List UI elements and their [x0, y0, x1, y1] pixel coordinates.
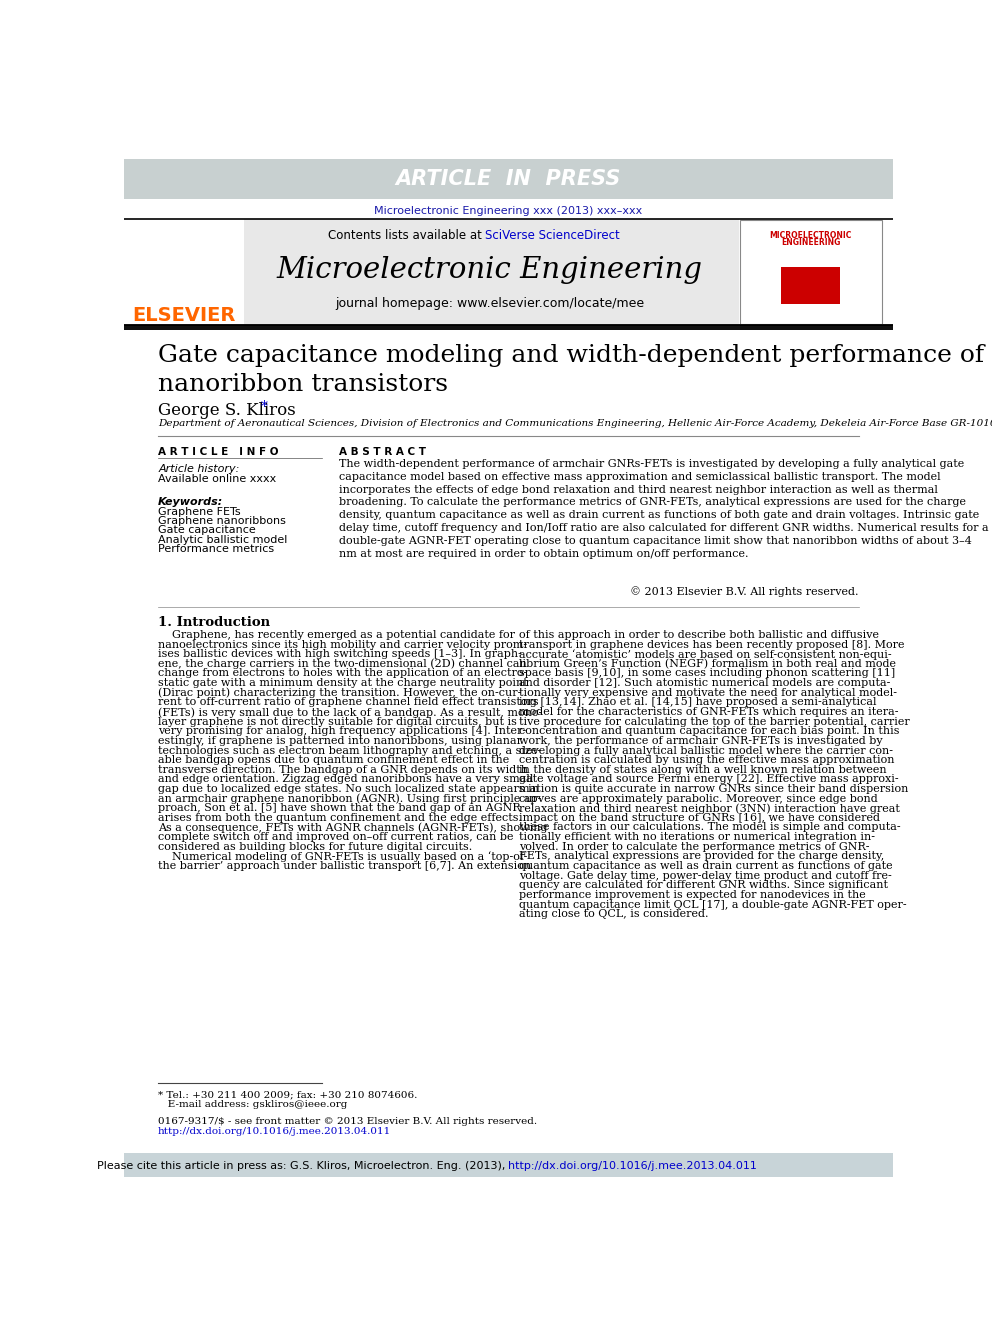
- Bar: [782, 266, 840, 303]
- Text: 1. Introduction: 1. Introduction: [158, 617, 270, 630]
- Text: transport in graphene devices has been recently proposed [8]. More: transport in graphene devices has been r…: [519, 639, 905, 650]
- Bar: [244, 218, 739, 325]
- Text: ELSEVIER: ELSEVIER: [132, 307, 235, 325]
- Text: and edge orientation. Zigzag edged nanoribbons have a very small: and edge orientation. Zigzag edged nanor…: [158, 774, 534, 785]
- Text: estingly, if graphene is patterned into nanoribbons, using planar: estingly, if graphene is patterned into …: [158, 736, 522, 746]
- Text: able bandgap opens due to quantum confinement effect in the: able bandgap opens due to quantum confin…: [158, 755, 509, 765]
- Text: quantum capacitance as well as drain current as functions of gate: quantum capacitance as well as drain cur…: [519, 861, 893, 871]
- Bar: [740, 221, 882, 324]
- Text: of this approach in order to describe both ballistic and diffusive: of this approach in order to describe bo…: [519, 630, 879, 640]
- Text: ENGINEERING: ENGINEERING: [781, 238, 840, 247]
- Bar: [124, 324, 893, 329]
- Text: centration is calculated by using the effective mass approximation: centration is calculated by using the ef…: [519, 755, 895, 765]
- Bar: [124, 1152, 893, 1177]
- Text: (FETs) is very small due to the lack of a bandgap. As a result, mono-: (FETs) is very small due to the lack of …: [158, 706, 543, 717]
- Text: ating close to QCL, is considered.: ating close to QCL, is considered.: [519, 909, 708, 919]
- Text: developing a fully analytical ballistic model where the carrier con-: developing a fully analytical ballistic …: [519, 745, 893, 755]
- Text: space basis [9,10], in some cases including phonon scattering [11]: space basis [9,10], in some cases includ…: [519, 668, 896, 679]
- Text: E-mail address: gskliros@ieee.org: E-mail address: gskliros@ieee.org: [158, 1101, 347, 1110]
- Text: very promising for analog, high frequency applications [4]. Inter-: very promising for analog, high frequenc…: [158, 726, 526, 737]
- Text: static gate with a minimum density at the charge neutrality point: static gate with a minimum density at th…: [158, 679, 528, 688]
- Text: arises from both the quantum confinement and the edge effects.: arises from both the quantum confinement…: [158, 812, 522, 823]
- Text: * Tel.: +30 211 400 2009; fax: +30 210 8074606.: * Tel.: +30 211 400 2009; fax: +30 210 8…: [158, 1090, 418, 1099]
- Text: considered as building blocks for future digital circuits.: considered as building blocks for future…: [158, 841, 472, 852]
- Text: Please cite this article in press as: G.S. Kliros, Microelectron. Eng. (2013),: Please cite this article in press as: G.…: [96, 1160, 509, 1171]
- Text: quantum capacitance limit QCL [17], a double-gate AGNR-FET oper-: quantum capacitance limit QCL [17], a do…: [519, 900, 907, 909]
- Text: ing [13,14]. Zhao et al. [14,15] have proposed a semi-analytical: ing [13,14]. Zhao et al. [14,15] have pr…: [519, 697, 877, 708]
- Text: tionally very expensive and motivate the need for analytical model-: tionally very expensive and motivate the…: [519, 688, 897, 697]
- Text: ARTICLE  IN  PRESS: ARTICLE IN PRESS: [396, 169, 621, 189]
- Bar: [132, 238, 240, 321]
- Text: quency are calculated for different GNR widths. Since significant: quency are calculated for different GNR …: [519, 880, 888, 890]
- Text: mation is quite accurate in narrow GNRs since their band dispersion: mation is quite accurate in narrow GNRs …: [519, 785, 909, 794]
- Text: curves are approximately parabolic. Moreover, since edge bond: curves are approximately parabolic. More…: [519, 794, 878, 803]
- Text: layer graphene is not directly suitable for digital circuits, but is: layer graphene is not directly suitable …: [158, 717, 517, 726]
- Text: nanoelectronics since its high mobility and carrier velocity prom-: nanoelectronics since its high mobility …: [158, 639, 527, 650]
- Text: an armchair graphene nanoribbon (AGNR). Using first principle ap-: an armchair graphene nanoribbon (AGNR). …: [158, 794, 542, 804]
- Text: A R T I C L E   I N F O: A R T I C L E I N F O: [158, 447, 279, 456]
- Text: work, the performance of armchair GNR-FETs is investigated by: work, the performance of armchair GNR-FE…: [519, 736, 883, 746]
- Text: Graphene nanoribbons: Graphene nanoribbons: [158, 516, 286, 527]
- Text: concentration and quantum capacitance for each bias point. In this: concentration and quantum capacitance fo…: [519, 726, 900, 737]
- Text: FETs, analytical expressions are provided for the charge density,: FETs, analytical expressions are provide…: [519, 852, 885, 861]
- Text: SciVerse ScienceDirect: SciVerse ScienceDirect: [485, 229, 620, 242]
- Text: complete switch off and improved on–off current ratios, can be: complete switch off and improved on–off …: [158, 832, 514, 843]
- Text: As a consequence, FETs with AGNR channels (AGNR-FETs), showing: As a consequence, FETs with AGNR channel…: [158, 823, 548, 833]
- Text: tive procedure for calculating the top of the barrier potential, carrier: tive procedure for calculating the top o…: [519, 717, 910, 726]
- Text: performance improvement is expected for nanodevices in the: performance improvement is expected for …: [519, 890, 866, 900]
- Text: Gate capacitance: Gate capacitance: [158, 525, 256, 536]
- Text: voltage. Gate delay time, power-delay time product and cutoff fre-: voltage. Gate delay time, power-delay ti…: [519, 871, 892, 881]
- Text: journal homepage: www.elsevier.com/locate/mee: journal homepage: www.elsevier.com/locat…: [335, 298, 645, 310]
- Text: 0167-9317/$ - see front matter © 2013 Elsevier B.V. All rights reserved.: 0167-9317/$ - see front matter © 2013 El…: [158, 1117, 538, 1126]
- Text: Contents lists available at: Contents lists available at: [327, 229, 485, 242]
- Text: these factors in our calculations. The model is simple and computa-: these factors in our calculations. The m…: [519, 823, 901, 832]
- Text: technologies such as electron beam lithography and etching, a size-: technologies such as electron beam litho…: [158, 745, 542, 755]
- Text: Microelectronic Engineering: Microelectronic Engineering: [277, 257, 702, 284]
- Text: volved. In order to calculate the performance metrics of GNR-: volved. In order to calculate the perfor…: [519, 841, 870, 852]
- Text: gate voltage and source Fermi energy [22]. Effective mass approxi-: gate voltage and source Fermi energy [22…: [519, 774, 899, 785]
- Text: MICROELECTRONIC: MICROELECTRONIC: [770, 232, 852, 241]
- Text: http://dx.doi.org/10.1016/j.mee.2013.04.011: http://dx.doi.org/10.1016/j.mee.2013.04.…: [158, 1127, 392, 1135]
- Text: impact on the band structure of GNRs [16], we have considered: impact on the band structure of GNRs [16…: [519, 812, 880, 823]
- Text: Analytic ballistic model: Analytic ballistic model: [158, 534, 288, 545]
- Text: © 2013 Elsevier B.V. All rights reserved.: © 2013 Elsevier B.V. All rights reserved…: [630, 586, 859, 597]
- Text: tionally efficient with no iterations or numerical integration in-: tionally efficient with no iterations or…: [519, 832, 875, 843]
- Text: Gate capacitance modeling and width-dependent performance of graphene
nanoribbon: Gate capacitance modeling and width-depe…: [158, 344, 992, 396]
- Text: proach, Son et al. [5] have shown that the band gap of an AGNR: proach, Son et al. [5] have shown that t…: [158, 803, 521, 814]
- Text: A B S T R A C T: A B S T R A C T: [339, 447, 427, 456]
- Text: and disorder [12]. Such atomistic numerical models are computa-: and disorder [12]. Such atomistic numeri…: [519, 679, 891, 688]
- Text: Graphene, has recently emerged as a potential candidate for: Graphene, has recently emerged as a pote…: [158, 630, 515, 640]
- Text: the barrier’ approach under ballistic transport [6,7]. An extension: the barrier’ approach under ballistic tr…: [158, 861, 532, 871]
- Text: Keywords:: Keywords:: [158, 497, 223, 507]
- Text: http://dx.doi.org/10.1016/j.mee.2013.04.011: http://dx.doi.org/10.1016/j.mee.2013.04.…: [509, 1160, 757, 1171]
- Text: change from electrons to holes with the application of an electro-: change from electrons to holes with the …: [158, 668, 528, 679]
- Text: gap due to localized edge states. No such localized state appears in: gap due to localized edge states. No suc…: [158, 785, 539, 794]
- Text: ene, the charge carriers in the two-dimensional (2D) channel can: ene, the charge carriers in the two-dime…: [158, 659, 527, 669]
- Text: Available online xxxx: Available online xxxx: [158, 475, 277, 484]
- Text: rent to off-current ratio of graphene channel field effect transistors: rent to off-current ratio of graphene ch…: [158, 697, 539, 708]
- Text: *: *: [260, 400, 267, 414]
- Text: accurate ‘atomistic’ models are based on self-consistent non-equi-: accurate ‘atomistic’ models are based on…: [519, 650, 892, 660]
- Text: Graphene FETs: Graphene FETs: [158, 507, 241, 517]
- Text: transverse direction. The bandgap of a GNR depends on its width: transverse direction. The bandgap of a G…: [158, 765, 528, 775]
- Bar: [124, 159, 893, 198]
- Text: ises ballistic devices with high switching speeds [1–3]. In graph-: ises ballistic devices with high switchi…: [158, 650, 522, 659]
- Text: model for the characteristics of GNR-FETs which requires an itera-: model for the characteristics of GNR-FET…: [519, 706, 899, 717]
- Text: in the density of states along with a well known relation between: in the density of states along with a we…: [519, 765, 887, 775]
- Text: Microelectronic Engineering xxx (2013) xxx–xxx: Microelectronic Engineering xxx (2013) x…: [374, 206, 643, 216]
- Text: George S. Kliros: George S. Kliros: [158, 402, 296, 419]
- Text: The width-dependent performance of armchair GNRs-FETs is investigated by develop: The width-dependent performance of armch…: [339, 459, 989, 558]
- Text: (Dirac point) characterizing the transition. However, the on-cur-: (Dirac point) characterizing the transit…: [158, 688, 522, 699]
- Text: Performance metrics: Performance metrics: [158, 544, 274, 554]
- Text: librium Green’s Function (NEGF) formalism in both real and mode: librium Green’s Function (NEGF) formalis…: [519, 659, 896, 669]
- Text: relaxation and third nearest neighbor (3NN) interaction have great: relaxation and third nearest neighbor (3…: [519, 803, 900, 814]
- Text: Article history:: Article history:: [158, 464, 239, 475]
- Text: Numerical modeling of GNR-FETs is usually based on a ‘top-of-: Numerical modeling of GNR-FETs is usuall…: [158, 852, 528, 863]
- Text: Department of Aeronautical Sciences, Division of Electronics and Communications : Department of Aeronautical Sciences, Div…: [158, 419, 992, 429]
